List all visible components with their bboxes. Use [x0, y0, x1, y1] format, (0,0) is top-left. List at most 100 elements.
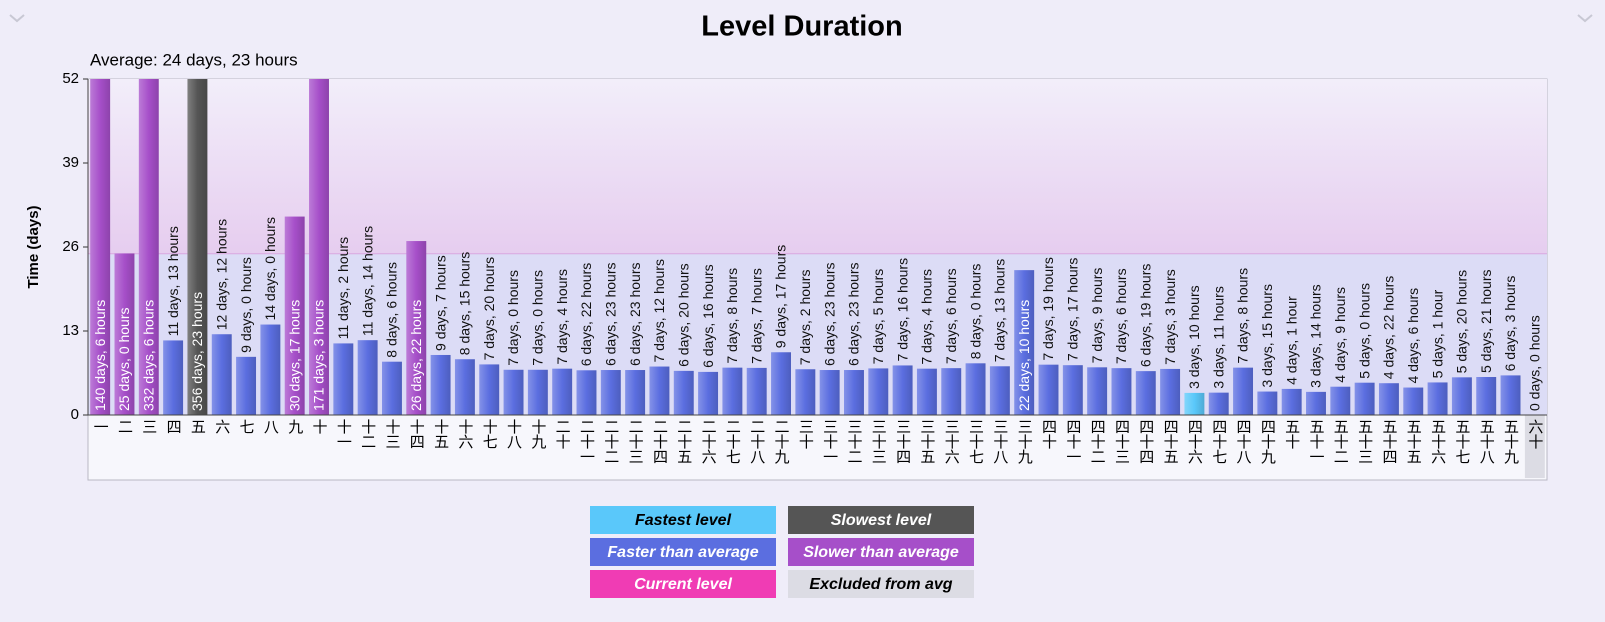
value-label: 6 days, 20 hours	[675, 263, 691, 367]
x-tick-label: 三十九	[1016, 419, 1033, 465]
x-tick-label: 二十七	[724, 419, 741, 464]
collapse-icon[interactable]	[1577, 14, 1593, 23]
bar	[1354, 382, 1375, 415]
collapse-icon[interactable]	[9, 14, 25, 23]
bar	[1233, 367, 1254, 415]
x-tick-label: 十	[311, 419, 328, 434]
x-tick-label: 四十二	[1089, 419, 1106, 464]
legend-swatch	[788, 538, 974, 566]
bars	[90, 79, 1521, 415]
value-label: 7 days, 0 hours	[530, 270, 546, 366]
bar	[600, 370, 621, 415]
bar	[1014, 270, 1035, 415]
value-label: 4 days, 9 hours	[1332, 287, 1348, 383]
above-average-area	[88, 79, 1547, 254]
bar	[503, 369, 524, 415]
legend-label: Current level	[634, 576, 732, 593]
bar	[819, 370, 840, 415]
x-tick-label: 十四	[408, 419, 425, 449]
bar	[576, 370, 597, 415]
bar	[746, 367, 767, 415]
bar	[187, 79, 208, 415]
x-tick-label: 三	[140, 419, 157, 434]
y-tick-label: 13	[62, 322, 79, 339]
value-label: 6 days, 23 hours	[627, 263, 643, 367]
x-tick-label: 十五	[432, 419, 449, 449]
x-tick-label: 六	[213, 419, 230, 434]
value-label: 4 days, 1 hour	[1283, 296, 1299, 385]
x-tick-label: 五十五	[1405, 419, 1422, 464]
average-label: Average: 24 days, 23 hours	[90, 50, 298, 69]
bar	[795, 369, 816, 415]
bar	[211, 334, 232, 415]
y-axis-label: Time (days)	[25, 205, 42, 288]
bar	[1087, 367, 1108, 415]
value-label: 9 days, 0 hours	[238, 257, 254, 353]
x-tick-label: 三十四	[894, 419, 911, 464]
x-tick-label: 三十二	[845, 419, 862, 464]
x-tick-label: 三十一	[821, 419, 838, 464]
x-tick-label: 二十九	[773, 419, 790, 465]
bar	[1306, 391, 1326, 415]
bar	[698, 371, 719, 415]
bar	[989, 366, 1010, 415]
x-tick-label: 五十	[1283, 419, 1300, 449]
legend-swatch	[590, 538, 776, 566]
value-label: 6 days, 23 hours	[846, 263, 862, 367]
x-tick-label: 四十五	[1162, 419, 1179, 464]
value-label: 7 days, 20 hours	[481, 257, 497, 361]
value-label: 11 days, 2 hours	[335, 237, 351, 339]
legend-label: Slowest level	[831, 512, 932, 529]
bar	[1427, 382, 1448, 415]
value-label: 7 days, 9 hours	[1089, 268, 1105, 364]
bar	[138, 79, 159, 415]
x-tick-label: 四十	[1040, 419, 1057, 449]
legend-swatch	[788, 506, 974, 534]
value-label: 7 days, 13 hours	[992, 259, 1008, 363]
x-tick-label: 四十三	[1113, 419, 1130, 464]
y-tick-label: 52	[62, 70, 79, 87]
value-label: 5 days, 1 hour	[1429, 289, 1445, 378]
value-label: 6 days, 19 hours	[1137, 264, 1153, 368]
bar	[90, 79, 111, 415]
bar	[527, 369, 548, 415]
value-label: 7 days, 7 hours	[748, 268, 764, 364]
x-tick-label: 二十二	[602, 419, 619, 464]
x-tick-label: 四十八	[1235, 419, 1252, 464]
y-tick-label: 0	[71, 406, 79, 423]
x-tick-label: 四十四	[1137, 419, 1154, 464]
x-tick-label: 十二	[359, 419, 376, 449]
x-tick-label: 十三	[383, 419, 400, 449]
bar	[1330, 386, 1351, 415]
x-tick-label: 五十六	[1429, 419, 1446, 464]
value-label: 5 days, 20 hours	[1454, 270, 1470, 374]
x-tick-label: 二十一	[578, 419, 595, 464]
legend-label: Fastest level	[635, 512, 732, 529]
x-tick-label: 五	[189, 419, 206, 434]
value-label: 11 days, 13 hours	[165, 226, 181, 336]
x-tick-label: 五十七	[1453, 419, 1470, 464]
x-tick-label: 三十五	[918, 419, 935, 464]
x-tick-label: 二十四	[651, 419, 668, 464]
value-label: 3 days, 14 hours	[1308, 284, 1324, 388]
excluded-highlight	[1524, 415, 1545, 478]
bar	[236, 356, 257, 415]
value-label: 7 days, 17 hours	[1065, 258, 1081, 362]
bar	[965, 363, 986, 415]
value-label: 171 days, 3 hours	[311, 300, 327, 411]
bar	[1403, 387, 1424, 415]
legend-swatch	[788, 570, 974, 598]
value-label: 6 days, 23 hours	[821, 263, 837, 367]
bar	[454, 359, 475, 415]
value-label: 6 days, 22 hours	[578, 263, 594, 367]
bar	[1500, 375, 1521, 415]
value-label: 7 days, 6 hours	[943, 268, 959, 364]
bar	[406, 241, 427, 415]
value-label: 6 days, 3 hours	[1502, 276, 1518, 372]
bar	[625, 370, 646, 415]
x-tick-label: 五十九	[1502, 419, 1519, 465]
value-label: 3 days, 15 hours	[1259, 284, 1275, 388]
value-label: 5 days, 0 hours	[1356, 283, 1372, 379]
value-label: 7 days, 19 hours	[1040, 257, 1056, 361]
